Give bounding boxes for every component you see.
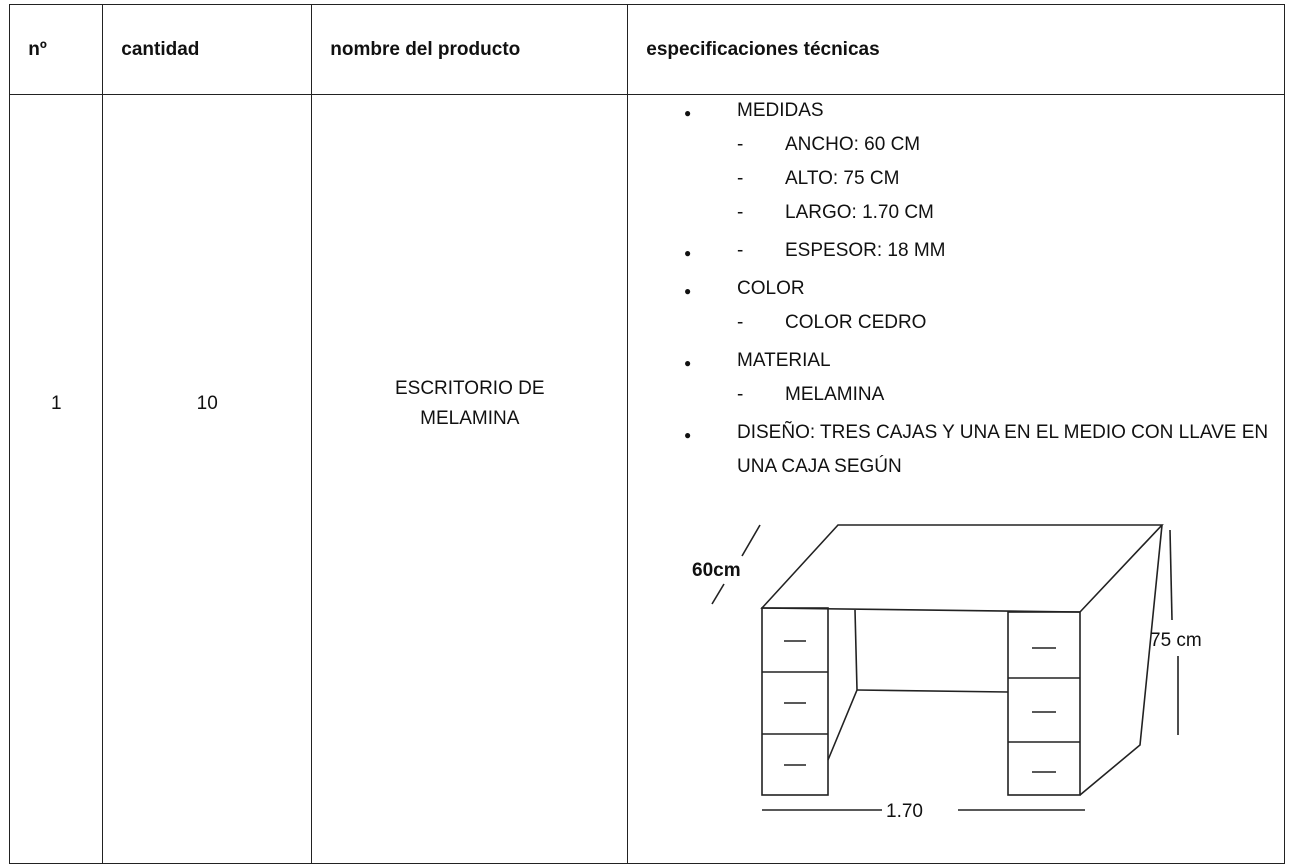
dash: -	[737, 202, 744, 223]
bullet: ●	[684, 428, 692, 442]
dimension-label: 75 cm	[1150, 630, 1202, 651]
spec-item: COLOR	[737, 278, 805, 299]
spec-subitem: ANCHO: 60 CM	[785, 134, 921, 155]
spec-item: DISEÑO: TRES CAJAS Y UNA EN EL MEDIO CON…	[737, 422, 1269, 477]
right-pedestal	[1007, 611, 1081, 796]
spec-subitem: MELAMINA	[785, 384, 885, 405]
spec-item: MEDIDAS	[737, 100, 824, 121]
dash: -	[737, 384, 744, 405]
header-text: especificaciones técnicas	[646, 38, 880, 60]
spec-subitem: COLOR CEDRO	[785, 312, 927, 333]
dimension-label: 60cm	[692, 560, 741, 581]
dash: -	[737, 168, 744, 189]
dash: -	[737, 312, 744, 333]
dimension-line	[711, 583, 725, 605]
desk-side	[1079, 524, 1163, 796]
spec-item: MATERIAL	[737, 350, 831, 371]
modesty-panel	[856, 689, 1009, 693]
bullet: ●	[684, 246, 692, 260]
dimension-label: 1.70	[886, 801, 923, 822]
dimension-line	[1169, 529, 1173, 621]
cell-text: 1	[50, 393, 62, 415]
cell-text: 10	[196, 393, 218, 415]
bullet: ●	[684, 284, 692, 298]
header-text: nombre del producto	[330, 38, 521, 60]
left-pedestal	[761, 607, 829, 796]
dash: -	[737, 240, 744, 261]
dimension-line	[741, 524, 761, 557]
bullet: ●	[684, 106, 692, 120]
desk-top	[760, 524, 1164, 613]
spec-subitem: LARGO: 1.70 CM	[785, 202, 934, 223]
spec-subitem: ALTO: 75 CM	[785, 168, 900, 189]
header-text: cantidad	[121, 38, 200, 60]
dash: -	[737, 134, 744, 155]
bullet: ●	[684, 356, 692, 370]
header-text: nº	[28, 38, 47, 60]
inner-panel	[827, 609, 858, 761]
spec-subitem: ESPESOR: 18 MM	[785, 240, 946, 261]
cell-text: ESCRITORIO DE MELAMINA	[394, 378, 545, 430]
